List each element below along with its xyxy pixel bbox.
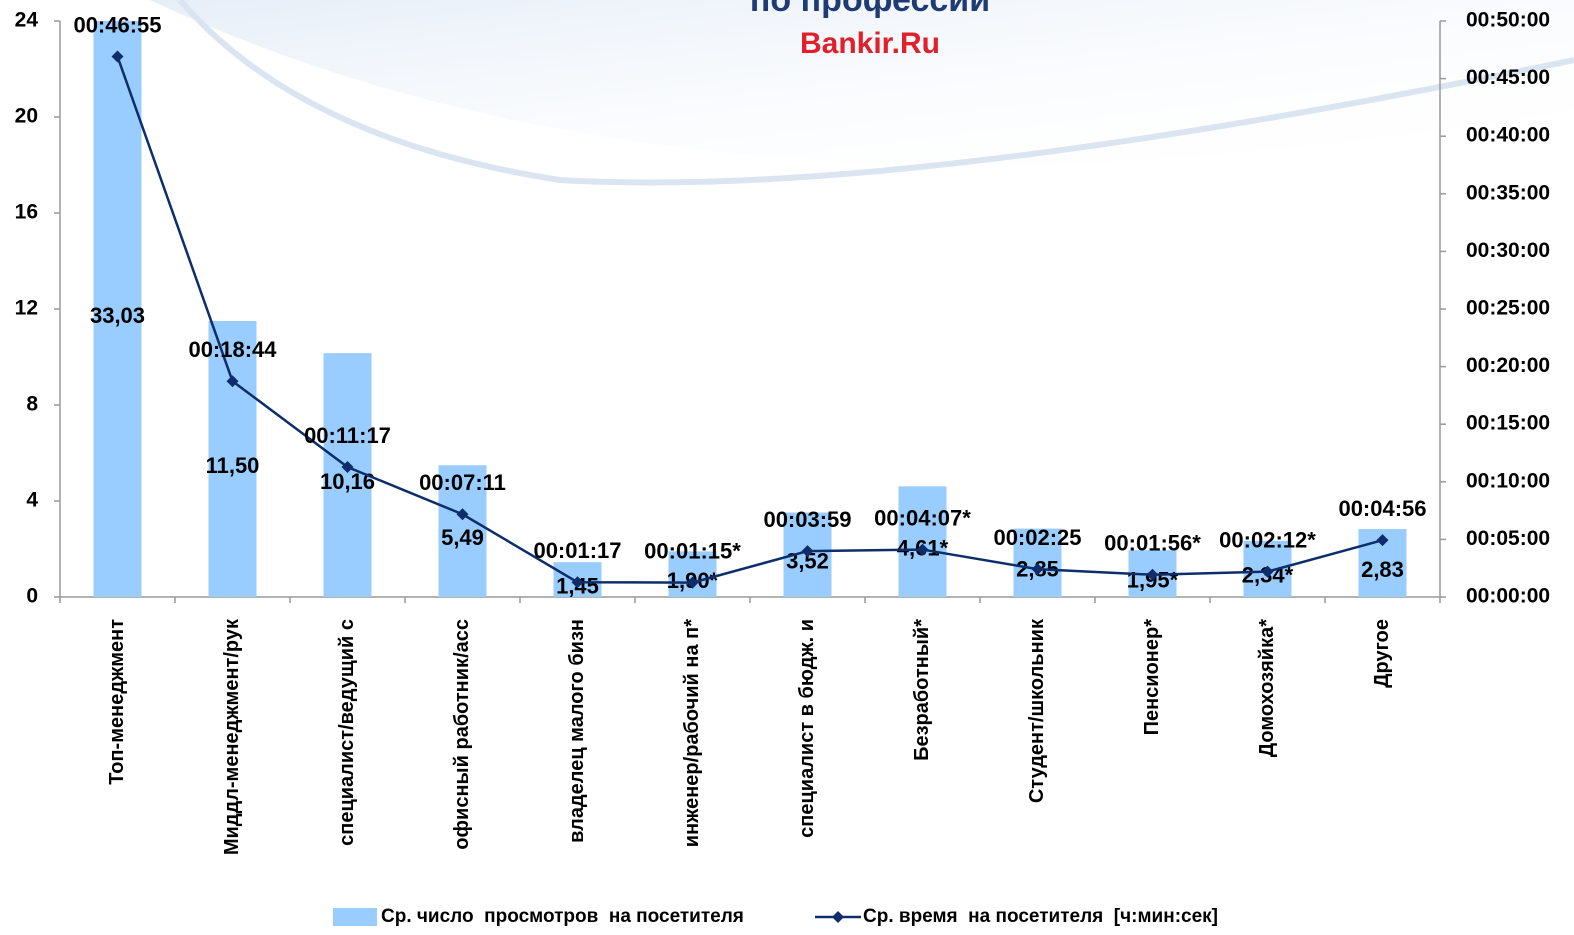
legend-label: Ср. время на посетителя [ч:мин:сек] <box>863 906 1218 927</box>
background-swoosh <box>150 0 1574 165</box>
y2-tick-label: 00:15:00 <box>1466 412 1550 435</box>
x-tick-label: Миддл-менеджмент/рук <box>221 618 243 855</box>
x-tick-label: Безработный* <box>911 619 933 761</box>
line-value-label: 00:03:59 <box>763 507 851 532</box>
bar <box>898 486 947 597</box>
bar-value-label: 33,03 <box>90 303 145 328</box>
line-marker <box>686 576 699 589</box>
line-value-label: 00:18:44 <box>188 337 277 362</box>
line-marker <box>571 576 584 589</box>
line-marker <box>801 545 814 558</box>
line-value-label: 00:02:12* <box>1219 527 1316 552</box>
legend-label: Ср. число просмотров на посетителя <box>381 906 744 927</box>
y2-tick-label: 00:40:00 <box>1466 124 1550 147</box>
y2-tick-label: 00:25:00 <box>1466 297 1550 320</box>
y2-tick-label: 00:35:00 <box>1466 181 1550 204</box>
legend-swatch <box>832 911 844 923</box>
bar-value-label: 2,83 <box>1361 557 1404 582</box>
bar <box>438 465 487 597</box>
line-marker <box>456 508 469 521</box>
x-tick-label: Домохозяйка* <box>1256 619 1278 757</box>
x-tick-label: специалист/ведущий с <box>336 619 358 846</box>
y-tick-label: 0 <box>26 585 38 608</box>
line-value-label: 00:46:55 <box>73 12 161 37</box>
bar-value-label: 5,49 <box>441 525 484 550</box>
line-marker <box>916 543 929 556</box>
bar <box>93 21 142 597</box>
x-tick-label: специалист в бюдж. и <box>796 619 818 838</box>
x-tick-label: Студент/школьник <box>1026 618 1048 803</box>
x-tick-label: Другое <box>1371 619 1393 688</box>
chart-title: по профессии <box>750 0 990 19</box>
background-swoosh <box>177 0 1574 186</box>
line-value-label: 00:02:25 <box>993 525 1081 550</box>
bar-value-label: 11,50 <box>206 453 260 478</box>
legend-swatch <box>333 908 377 926</box>
line-value-label: 00:11:17 <box>304 423 391 448</box>
y-tick-label: 8 <box>26 393 38 416</box>
chart-subtitle: Bankir.Ru <box>800 27 940 60</box>
x-tick-label: владелец малого бизн <box>566 619 588 843</box>
line-value-label: 00:07:11 <box>419 470 506 495</box>
y-tick-label: 16 <box>15 201 38 224</box>
y2-tick-label: 00:45:00 <box>1466 66 1550 89</box>
line-marker <box>226 375 239 388</box>
line-marker <box>1261 565 1274 578</box>
y2-tick-label: 00:20:00 <box>1466 354 1550 377</box>
line-marker <box>111 50 124 63</box>
y2-tick-label: 00:30:00 <box>1466 239 1550 262</box>
bar <box>1013 528 1062 597</box>
x-tick-label: Топ-менеджмент <box>106 619 128 785</box>
y-tick-label: 12 <box>15 297 38 320</box>
bar <box>668 551 717 597</box>
x-tick-label: офисный работник/асс <box>451 619 473 850</box>
bar <box>323 353 372 597</box>
y2-tick-label: 00:10:00 <box>1466 469 1550 492</box>
y2-tick-label: 00:50:00 <box>1466 9 1550 32</box>
line-value-label: 00:01:56* <box>1104 531 1201 556</box>
line-marker <box>1146 568 1159 581</box>
line-value-label: 00:01:17 <box>533 538 621 563</box>
bar-value-label: 10,16 <box>320 469 375 494</box>
line-marker <box>1031 563 1044 576</box>
line <box>116 56 1383 584</box>
line-marker <box>1376 534 1389 547</box>
x-tick-label: инженер/рабочий на п* <box>681 619 703 847</box>
y2-tick-label: 00:05:00 <box>1466 527 1550 550</box>
y-tick-label: 4 <box>26 489 38 512</box>
y-tick-label: 24 <box>15 9 39 32</box>
x-tick-label: Пенсионер* <box>1141 619 1163 736</box>
line-value-label: 00:04:56 <box>1338 496 1426 521</box>
bar <box>208 321 257 597</box>
line-value-label: 00:04:07* <box>874 505 971 530</box>
line-marker <box>341 461 354 474</box>
y-tick-label: 20 <box>15 105 38 128</box>
line-value-label: 00:01:15* <box>644 538 741 563</box>
y2-tick-label: 00:00:00 <box>1466 585 1550 608</box>
